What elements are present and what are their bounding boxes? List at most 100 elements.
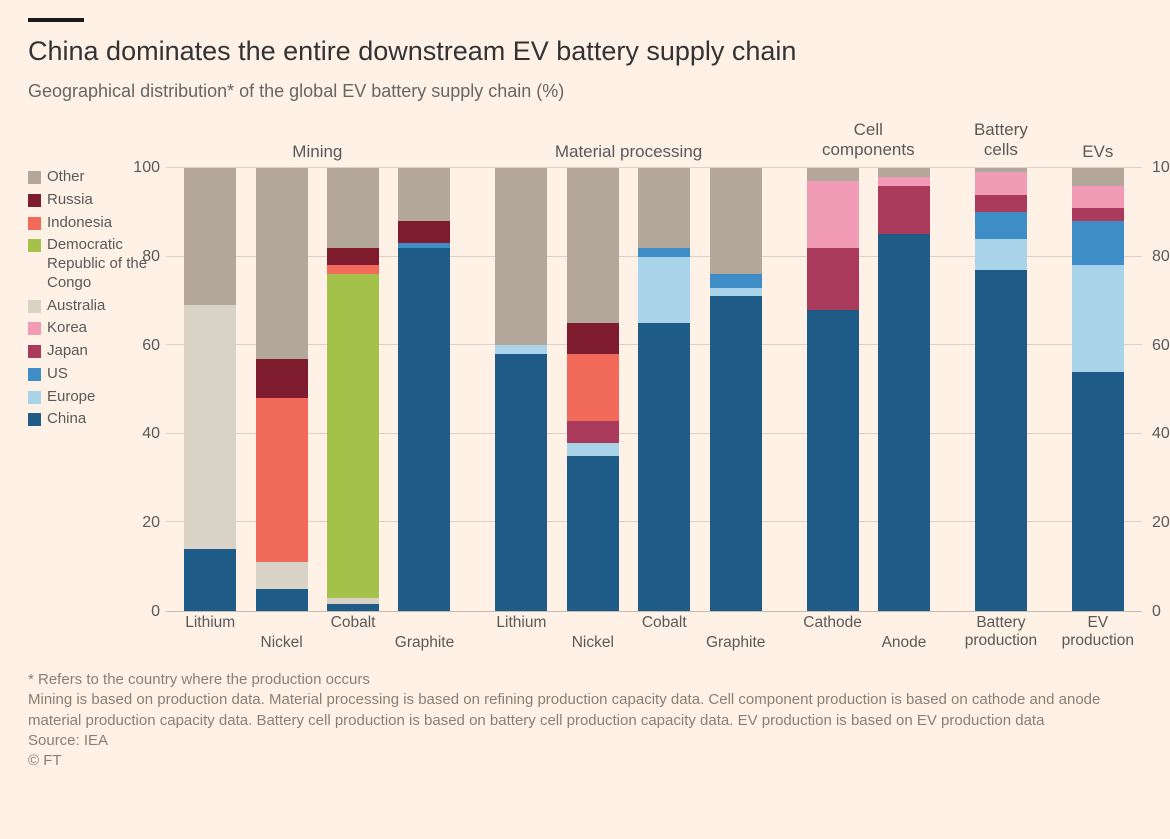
bar-segment bbox=[710, 274, 762, 287]
bar-segment bbox=[1072, 265, 1124, 371]
y-axis-left: 020406080100 bbox=[126, 168, 166, 612]
bar-segment bbox=[184, 549, 236, 611]
y-axis-right: 020406080100 bbox=[1146, 168, 1170, 612]
bar-stack bbox=[184, 168, 236, 611]
bar-segment bbox=[256, 562, 308, 589]
footnote-copyright: © FT bbox=[28, 751, 1142, 771]
bar-segment bbox=[710, 288, 762, 297]
y-tick: 100 bbox=[133, 159, 160, 177]
bar-stack bbox=[567, 168, 619, 611]
x-axis-label: EV production bbox=[1062, 614, 1134, 650]
bar-stack bbox=[807, 168, 859, 611]
bar-slot bbox=[700, 168, 771, 611]
group-headers: Mining Material processing Cellcomponents B… bbox=[166, 120, 1142, 168]
bar-segment bbox=[567, 443, 619, 456]
legend-swatch bbox=[28, 413, 41, 426]
y-tick: 0 bbox=[1152, 603, 1161, 621]
bar-segment bbox=[975, 172, 1027, 194]
x-axis-label: Graphite bbox=[706, 634, 765, 652]
bar-segment bbox=[256, 359, 308, 399]
bar-segment bbox=[567, 421, 619, 443]
legend-label: China bbox=[47, 410, 86, 429]
legend-label: Russia bbox=[47, 191, 93, 210]
bar-slot bbox=[174, 168, 245, 611]
bar-segment bbox=[638, 248, 690, 257]
y-tick: 80 bbox=[142, 248, 160, 266]
x-axis-label: Graphite bbox=[395, 634, 454, 652]
bar-segment bbox=[878, 234, 930, 611]
group-header: Batterycells bbox=[974, 120, 1028, 159]
bar-segment bbox=[710, 168, 762, 274]
group-header: Mining bbox=[292, 142, 342, 162]
bar-stack bbox=[495, 168, 547, 611]
bar-segment bbox=[567, 168, 619, 323]
legend-label: Indonesia bbox=[47, 214, 112, 233]
x-axis-label: Battery production bbox=[965, 614, 1037, 650]
y-tick: 40 bbox=[1152, 425, 1170, 443]
footnote-methodology: Mining is based on production data. Mate… bbox=[28, 690, 1142, 731]
bar-segment bbox=[256, 398, 308, 562]
x-axis-label: Cathode bbox=[803, 614, 862, 632]
bar-segment bbox=[1072, 221, 1124, 265]
bar-segment bbox=[1072, 372, 1124, 611]
y-tick: 20 bbox=[1152, 514, 1170, 532]
bar-segment bbox=[327, 598, 379, 605]
x-axis-label: Nickel bbox=[261, 634, 303, 652]
bar-segment bbox=[878, 186, 930, 235]
legend-swatch bbox=[28, 391, 41, 404]
bar-stack bbox=[327, 168, 379, 611]
x-axis-labels: LithiumNickelCobaltGraphiteLithiumNickel… bbox=[166, 612, 1142, 660]
legend-label: Japan bbox=[47, 342, 88, 361]
bar-segment bbox=[495, 345, 547, 354]
bar-slot bbox=[965, 168, 1036, 611]
bar-segment bbox=[807, 248, 859, 310]
bar-segment bbox=[495, 168, 547, 345]
bar-segment bbox=[975, 212, 1027, 239]
bar-segment bbox=[567, 456, 619, 611]
x-axis-label: Lithium bbox=[185, 614, 235, 632]
bar-segment bbox=[327, 168, 379, 248]
bar-segment bbox=[567, 354, 619, 420]
bars-container bbox=[166, 168, 1142, 612]
group-header: Material processing bbox=[555, 142, 702, 162]
bar-segment bbox=[975, 239, 1027, 270]
y-tick: 100 bbox=[1152, 159, 1170, 177]
bar-stack bbox=[1072, 168, 1124, 611]
y-tick: 60 bbox=[1152, 337, 1170, 355]
bar-segment bbox=[398, 221, 450, 243]
y-tick: 60 bbox=[142, 337, 160, 355]
y-tick: 0 bbox=[151, 603, 160, 621]
legend-swatch bbox=[28, 345, 41, 358]
legend-swatch bbox=[28, 217, 41, 230]
bar-segment bbox=[256, 589, 308, 611]
bar-segment bbox=[495, 354, 547, 611]
bar-stack bbox=[256, 168, 308, 611]
legend-swatch bbox=[28, 194, 41, 207]
bar-slot bbox=[797, 168, 868, 611]
plot-area: 020406080100 MiningMaterial processingCe… bbox=[166, 120, 1142, 660]
group-header: EVs bbox=[1082, 142, 1113, 162]
y-tick: 40 bbox=[142, 425, 160, 443]
bar-segment bbox=[327, 604, 379, 611]
legend-label: Australia bbox=[47, 297, 105, 316]
bar-segment bbox=[184, 168, 236, 305]
bar-segment bbox=[807, 181, 859, 247]
bar-slot bbox=[246, 168, 317, 611]
bar-slot bbox=[868, 168, 939, 611]
legend-label: Korea bbox=[47, 319, 87, 338]
bar-segment bbox=[638, 257, 690, 323]
legend-label: Other bbox=[47, 168, 85, 187]
bar-slot bbox=[486, 168, 557, 611]
bar-segment bbox=[398, 248, 450, 611]
bar-slot bbox=[557, 168, 628, 611]
chart-subtitle: Geographical distribution* of the global… bbox=[28, 81, 1142, 102]
bar-stack bbox=[638, 168, 690, 611]
x-axis-label: Anode bbox=[882, 634, 927, 652]
bar-slot bbox=[317, 168, 388, 611]
x-axis-label: Nickel bbox=[572, 634, 614, 652]
legend-label: US bbox=[47, 365, 68, 384]
bar-segment bbox=[398, 168, 450, 221]
footnote-source: Source: IEA bbox=[28, 731, 1142, 751]
group-header: Cellcomponents bbox=[822, 120, 915, 159]
legend-swatch bbox=[28, 368, 41, 381]
